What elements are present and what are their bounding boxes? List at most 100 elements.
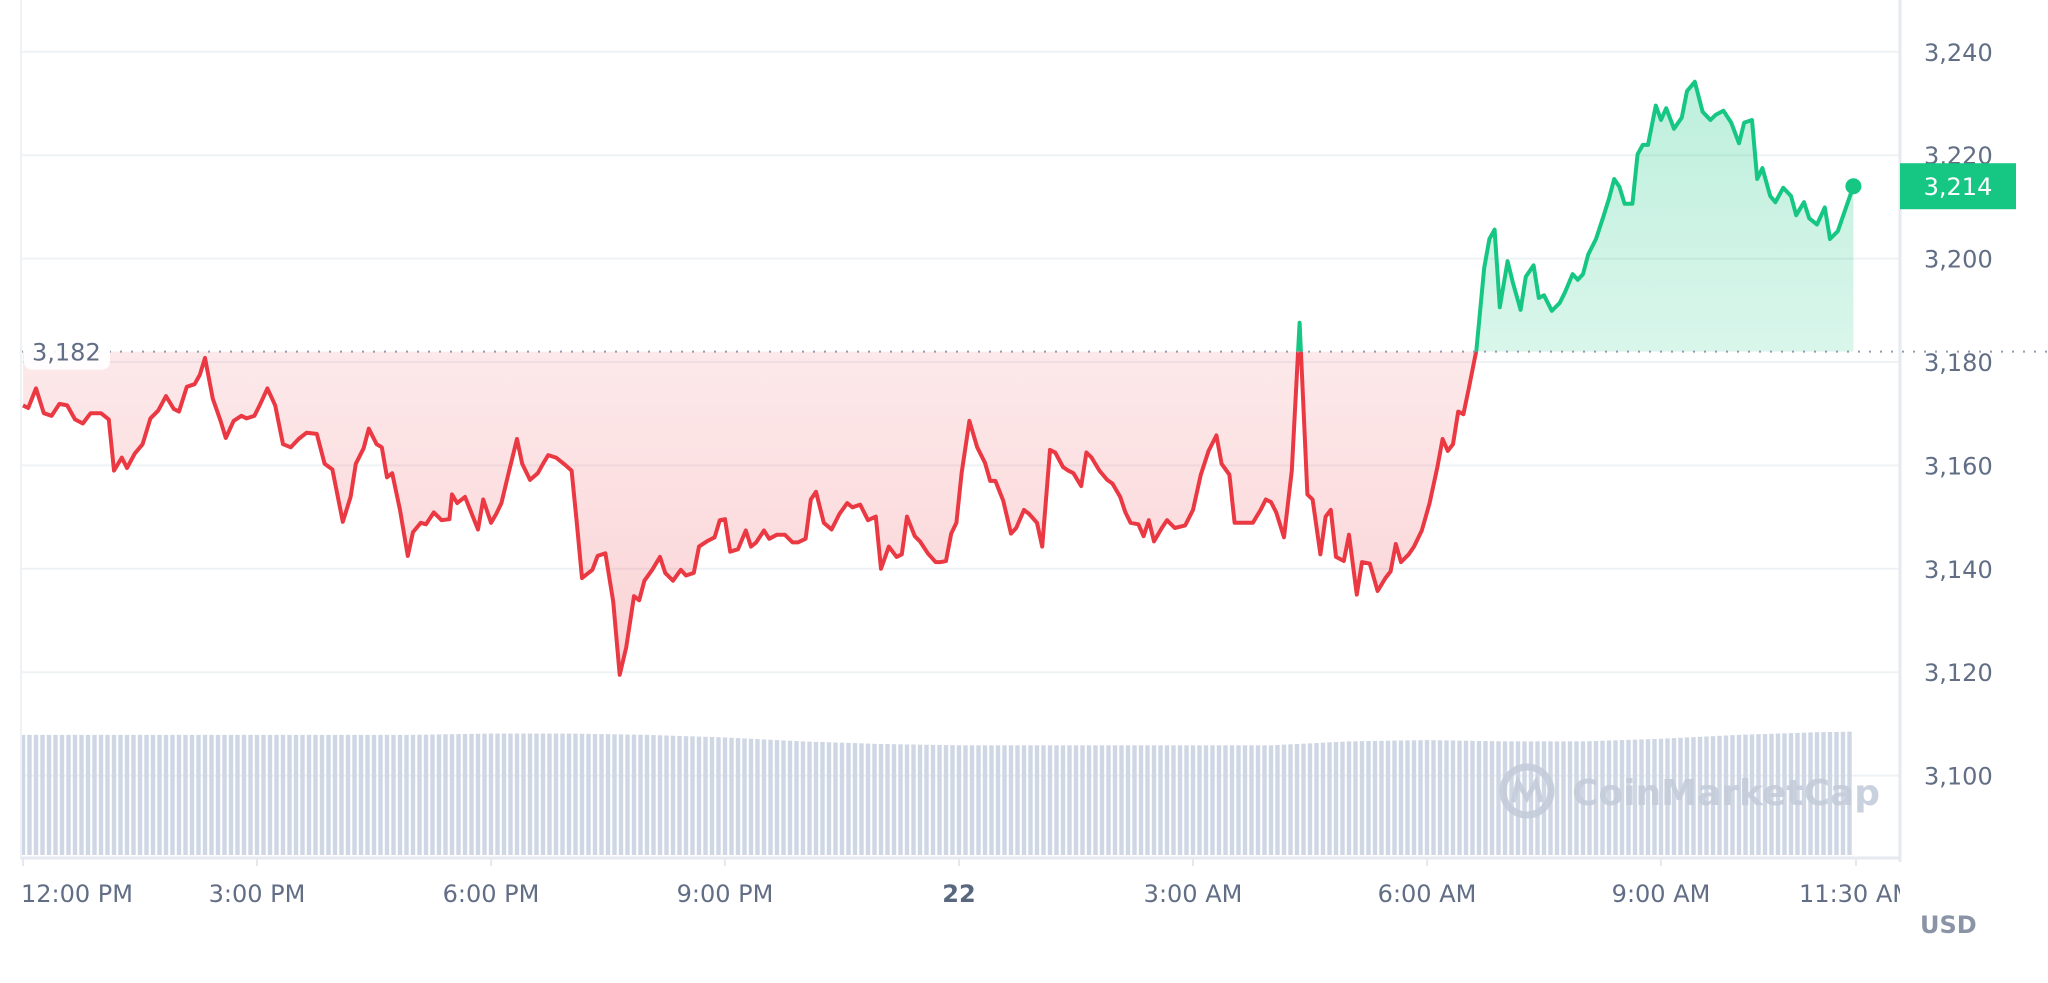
volume-bar <box>1821 732 1826 855</box>
volume-bar <box>1769 733 1774 855</box>
volume-bar <box>612 734 617 855</box>
volume-bar <box>241 734 247 855</box>
volume-bar <box>235 734 240 855</box>
volume-bar <box>1385 740 1391 855</box>
volume-bar <box>1671 738 1677 855</box>
volume-bar <box>183 734 188 855</box>
volume-bar <box>293 734 299 855</box>
volume-bar <box>618 734 624 855</box>
volume-bar <box>1593 740 1599 855</box>
volume-bar <box>995 745 1001 855</box>
volume-bar <box>683 736 689 855</box>
volume-bar <box>319 734 325 855</box>
volume-bar <box>1249 745 1254 855</box>
volume-bar <box>722 737 728 855</box>
volume-bar <box>670 735 676 855</box>
volume-bar <box>865 743 871 855</box>
volume-bar <box>1665 738 1670 855</box>
current-price-badge <box>1900 163 2016 210</box>
volume-bar <box>852 743 858 855</box>
volume-bar <box>1600 740 1605 855</box>
volume-bar <box>1730 735 1735 855</box>
volume-bar <box>878 743 884 855</box>
volume-bar <box>1678 737 1683 855</box>
volume-bar <box>976 745 981 855</box>
up-line-group <box>1296 79 1856 352</box>
volume-bar <box>1782 733 1787 855</box>
volume-bar <box>1060 745 1066 855</box>
volume-bar <box>196 734 201 855</box>
volume-bar <box>1405 740 1410 855</box>
watermark-text: CoinMarketCap <box>1572 773 1880 814</box>
volume-bar <box>384 734 390 855</box>
volume-bar <box>1034 745 1040 855</box>
volume-bar <box>631 734 637 855</box>
volume-bar <box>1392 740 1397 855</box>
volume-bar <box>1840 731 1846 855</box>
volume-bar <box>1372 740 1378 855</box>
y-tick-label: 3,200 <box>1924 246 1993 274</box>
volume-bar <box>579 733 585 855</box>
volume-bar <box>1047 745 1053 855</box>
volume-bar <box>1762 733 1768 855</box>
volume-bar <box>1008 745 1014 855</box>
y-tick-label: 3,100 <box>1924 763 1993 791</box>
volume-bar <box>1684 737 1690 855</box>
volume-bar <box>735 738 741 855</box>
volume-bar <box>1814 732 1820 855</box>
volume-bar <box>833 742 838 855</box>
volume-bar <box>1099 745 1105 855</box>
volume-bar <box>404 734 409 855</box>
volume-bar <box>150 734 156 855</box>
volume-bar <box>1210 745 1215 855</box>
volume-bar <box>1379 740 1384 855</box>
volume-bar <box>1476 740 1482 855</box>
volume-bar <box>1223 745 1228 855</box>
y-tick-label: 3,180 <box>1924 349 1993 377</box>
volume-bar <box>352 734 357 855</box>
volume-bar <box>131 734 136 855</box>
volume-bar <box>163 734 169 855</box>
volume-bar <box>989 745 994 855</box>
volume-bar <box>1788 733 1794 855</box>
volume-bar <box>1437 740 1443 855</box>
volume-bar <box>157 734 162 855</box>
volume-bar <box>859 743 864 855</box>
volume-bar <box>1002 745 1007 855</box>
volume-bar <box>280 734 286 855</box>
volume-bar <box>1229 745 1235 855</box>
volume-bar <box>1041 745 1046 855</box>
volume-bar <box>1463 740 1469 855</box>
volume-bar <box>170 734 175 855</box>
volume-bar <box>1639 739 1644 855</box>
volume-bar <box>742 738 747 855</box>
volume-bar <box>950 745 955 855</box>
volume-bar <box>1450 740 1456 855</box>
volume-bar <box>1808 732 1813 855</box>
volume-bar <box>826 742 832 855</box>
volume-bar <box>1489 741 1495 855</box>
volume-bar <box>46 734 52 855</box>
down-area-group <box>23 351 1477 675</box>
volume-bar <box>66 734 71 855</box>
volume-bar <box>1353 741 1358 855</box>
volume-bar <box>1346 741 1352 855</box>
volume-bar <box>664 735 669 855</box>
volume-bar <box>1021 745 1027 855</box>
volume-bar <box>300 734 305 855</box>
volume-bar <box>800 741 806 855</box>
volume-bar <box>761 739 767 855</box>
x-tick-label: 22 <box>942 880 975 908</box>
volume-bar <box>1112 745 1118 855</box>
volume-bar <box>215 734 221 855</box>
volume-bar <box>917 744 923 855</box>
volume-bar <box>1262 745 1267 855</box>
volume-bar <box>40 734 45 855</box>
volume-bar <box>605 734 611 855</box>
x-tick-label: 11:30 AM <box>1799 880 1913 908</box>
volume-bar <box>391 734 396 855</box>
volume-bar <box>1054 745 1059 855</box>
volume-bar <box>937 744 942 855</box>
volume-bar <box>1424 740 1430 855</box>
